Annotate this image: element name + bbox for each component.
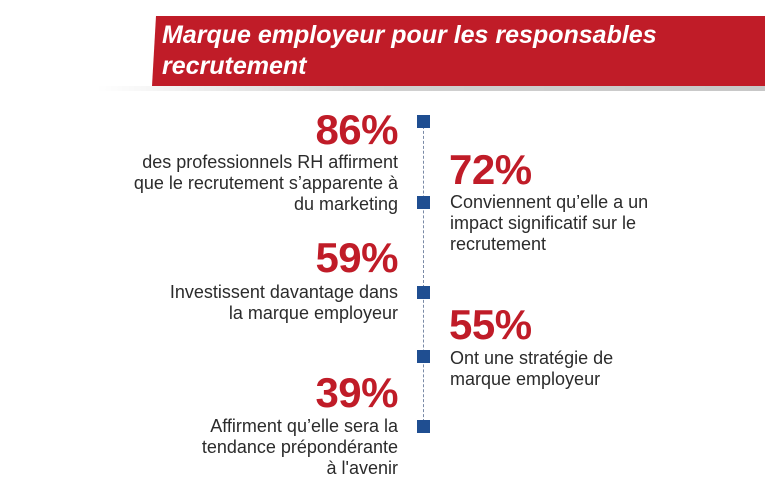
timeline-marker-5 <box>417 420 430 433</box>
stat-description-59: Investissent davantage dans la marque em… <box>170 282 398 324</box>
desc-line: la marque employeur <box>228 303 398 323</box>
stat-value-72: 72% <box>449 146 532 193</box>
timeline-line <box>423 121 424 427</box>
stat-value-86: 86% <box>315 106 398 153</box>
desc-line: du marketing <box>293 194 398 214</box>
stat-description-86: des professionnels RH affirment que le r… <box>134 152 398 215</box>
desc-line: à l'avenir <box>326 458 398 478</box>
stat-description-72: Conviennent qu’elle a un impact signific… <box>450 192 648 255</box>
banner-shadow <box>96 86 765 91</box>
title-banner <box>152 16 765 86</box>
timeline-marker-4 <box>417 350 430 363</box>
stat-value-55: 55% <box>449 301 532 348</box>
desc-line: Conviennent qu’elle a un <box>450 192 649 212</box>
desc-line: impact significatif sur le <box>450 213 637 233</box>
desc-line: marque employeur <box>450 369 601 389</box>
desc-line: des professionnels RH affirment <box>142 152 398 172</box>
desc-line: que le recrutement s’apparente à <box>133 173 398 193</box>
desc-line: Investissent davantage dans <box>169 282 398 302</box>
page-title: Marque employeur pour les responsables r… <box>162 21 657 80</box>
stat-value-39: 39% <box>315 369 398 416</box>
stat-description-55: Ont une stratégie de marque employeur <box>450 348 613 390</box>
desc-line: Ont une stratégie de <box>450 348 614 368</box>
stat-description-39: Affirment qu’elle sera la tendance prépo… <box>202 416 398 479</box>
desc-line: tendance prépondérante <box>201 437 398 457</box>
timeline-marker-1 <box>417 115 430 128</box>
timeline-marker-2 <box>417 196 430 209</box>
stat-value-59: 59% <box>315 234 398 281</box>
desc-line: recrutement <box>450 234 547 254</box>
desc-line: Affirment qu’elle sera la <box>210 416 398 436</box>
timeline-marker-3 <box>417 286 430 299</box>
